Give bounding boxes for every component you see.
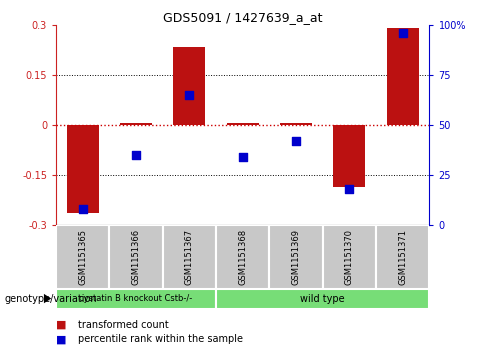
Text: genotype/variation: genotype/variation (5, 294, 98, 303)
Bar (269, 225, 323, 289)
Text: GSM1151366: GSM1151366 (132, 229, 141, 285)
Bar (216, 289, 429, 309)
Bar (216, 225, 269, 289)
Point (132, 152, 140, 158)
Bar (67, 125, 99, 213)
Text: GSM1151371: GSM1151371 (398, 229, 407, 285)
Bar (387, 28, 419, 125)
Bar (56, 289, 216, 309)
Bar (56, 225, 109, 289)
Point (292, 138, 300, 144)
Bar (120, 123, 152, 125)
Point (399, 30, 407, 36)
Point (346, 186, 353, 192)
Text: GSM1151370: GSM1151370 (345, 229, 354, 285)
Bar (227, 123, 259, 125)
Point (185, 92, 193, 98)
Text: ■: ■ (56, 320, 67, 330)
Point (239, 154, 246, 160)
Bar (173, 47, 205, 125)
Text: ■: ■ (56, 334, 67, 344)
Bar (323, 225, 376, 289)
Bar (333, 125, 366, 187)
Bar (109, 225, 163, 289)
Polygon shape (44, 294, 51, 303)
Text: GSM1151365: GSM1151365 (78, 229, 87, 285)
Text: wild type: wild type (301, 294, 345, 303)
Title: GDS5091 / 1427639_a_at: GDS5091 / 1427639_a_at (163, 11, 323, 24)
Text: transformed count: transformed count (78, 320, 169, 330)
Text: cystatin B knockout Cstb-/-: cystatin B knockout Cstb-/- (80, 294, 193, 303)
Text: percentile rank within the sample: percentile rank within the sample (78, 334, 243, 344)
Text: GSM1151368: GSM1151368 (238, 229, 247, 285)
Text: GSM1151367: GSM1151367 (185, 229, 194, 285)
Bar (280, 123, 312, 125)
Point (79, 206, 87, 212)
Bar (376, 225, 429, 289)
Bar (163, 225, 216, 289)
Text: GSM1151369: GSM1151369 (292, 229, 301, 285)
